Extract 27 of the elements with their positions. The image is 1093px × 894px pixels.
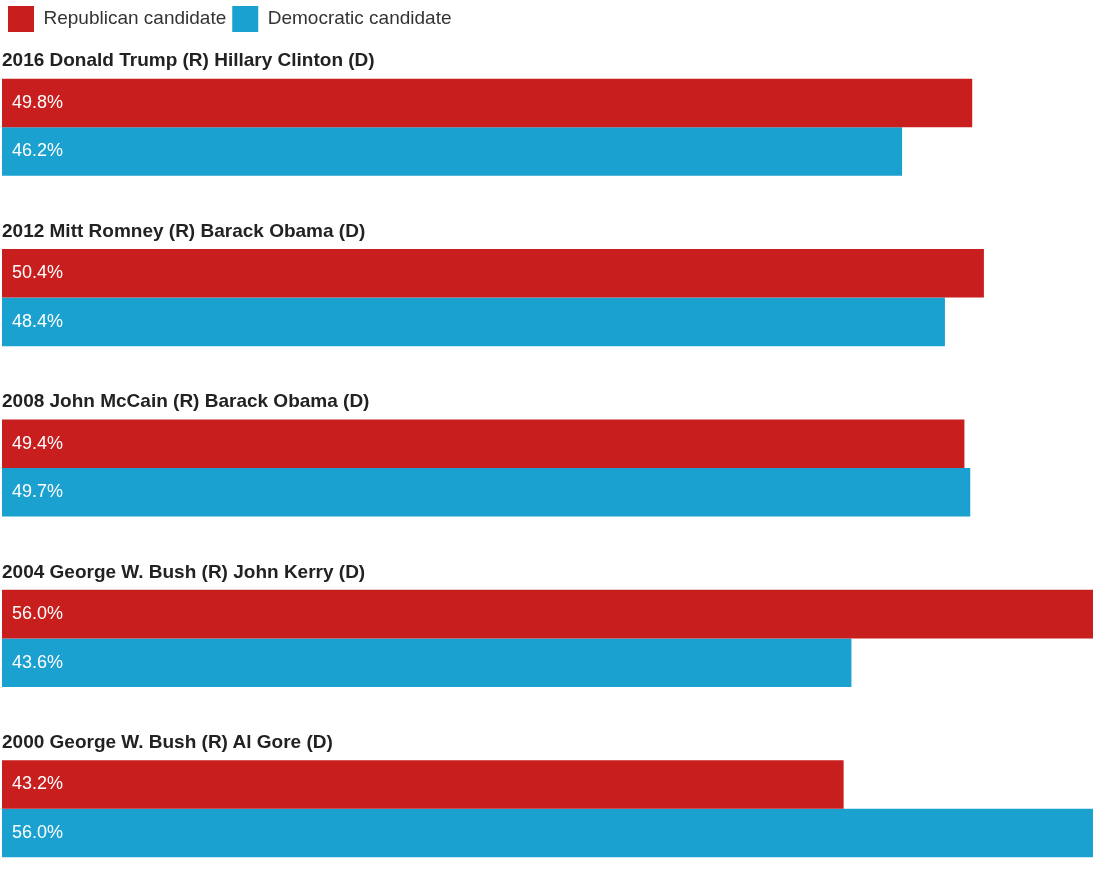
y-tick-label: 2016 Donald Trump (R) Hillary Clinton (D) — [2, 49, 375, 71]
data-label: 43.6% — [12, 651, 64, 672]
data-label: 50.4% — [12, 262, 64, 283]
y-tick-label: 2004 George W. Bush (R) John Kerry (D) — [2, 560, 366, 582]
bar — [2, 760, 844, 809]
bar — [2, 808, 1093, 858]
bar — [2, 127, 903, 176]
bar — [2, 468, 971, 517]
bar — [2, 419, 965, 468]
data-label: 49.8% — [12, 91, 64, 112]
data-label: 56.0% — [12, 822, 64, 843]
bar — [2, 638, 852, 687]
y-tick-label: 2008 John McCain (R) Barack Obama (D) — [2, 390, 370, 412]
data-label: 46.2% — [12, 140, 64, 161]
bar — [2, 78, 973, 128]
bar — [2, 297, 945, 347]
legend-label: Democratic candidate — [267, 7, 452, 29]
data-label: 43.2% — [12, 773, 64, 794]
data-label: 56.0% — [12, 603, 64, 624]
bar — [2, 249, 984, 298]
y-tick-label: 2012 Mitt Romney (R) Barack Obama (D) — [2, 219, 366, 241]
y-tick-label: 2000 George W. Bush (R) Al Gore (D) — [2, 730, 333, 752]
legend-label: Republican candidate — [43, 7, 227, 29]
data-label: 49.4% — [12, 432, 64, 453]
data-label: 48.4% — [12, 310, 64, 331]
data-label: 49.7% — [12, 481, 64, 502]
bar — [2, 589, 1093, 639]
